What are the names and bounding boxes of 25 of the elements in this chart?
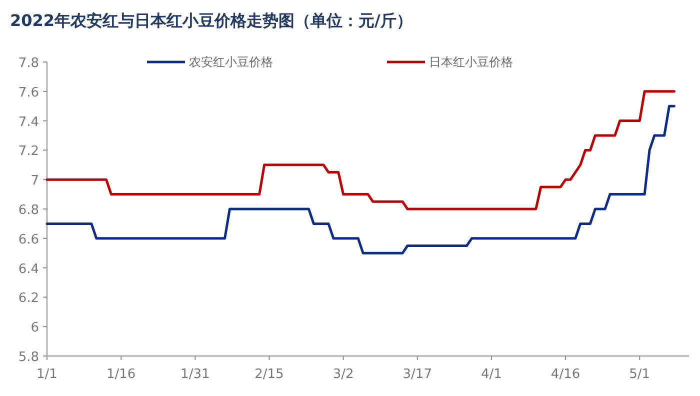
y-tick-label: 7.2 bbox=[18, 144, 39, 160]
line-series bbox=[46, 104, 676, 254]
y-tick-label: 6.4 bbox=[18, 262, 39, 277]
line-series bbox=[46, 90, 676, 210]
legend-label: 农安红小豆价格 bbox=[189, 55, 273, 69]
y-tick-label: 5.8 bbox=[18, 350, 39, 365]
y-tick-label: 7.6 bbox=[18, 85, 39, 100]
y-tick-label: 6.6 bbox=[18, 232, 39, 248]
x-tick-label: 1/31 bbox=[180, 367, 210, 382]
y-tick-label: 6 bbox=[30, 320, 39, 336]
x-tick-label: 1/1 bbox=[36, 367, 58, 382]
x-tick-label: 3/17 bbox=[402, 367, 432, 382]
y-tick-label: 7.8 bbox=[18, 56, 39, 71]
x-tick-label: 5/1 bbox=[629, 367, 650, 382]
chart-title: 2022年农安红与日本红小豆价格走势图（单位：元/斤） bbox=[10, 11, 412, 30]
legend-label: 日本红小豆价格 bbox=[429, 55, 513, 69]
x-tick-label: 4/16 bbox=[550, 367, 580, 382]
x-tick-label: 3/2 bbox=[332, 367, 354, 382]
x-tick-label: 4/1 bbox=[481, 367, 502, 382]
x-tick-label: 2/15 bbox=[254, 367, 284, 382]
x-tick-label: 1/16 bbox=[106, 367, 136, 382]
y-tick-label: 6.2 bbox=[18, 291, 39, 306]
y-tick-label: 6.8 bbox=[18, 203, 39, 218]
y-tick-label: 7 bbox=[30, 174, 39, 189]
y-tick-label: 7.4 bbox=[18, 114, 39, 130]
